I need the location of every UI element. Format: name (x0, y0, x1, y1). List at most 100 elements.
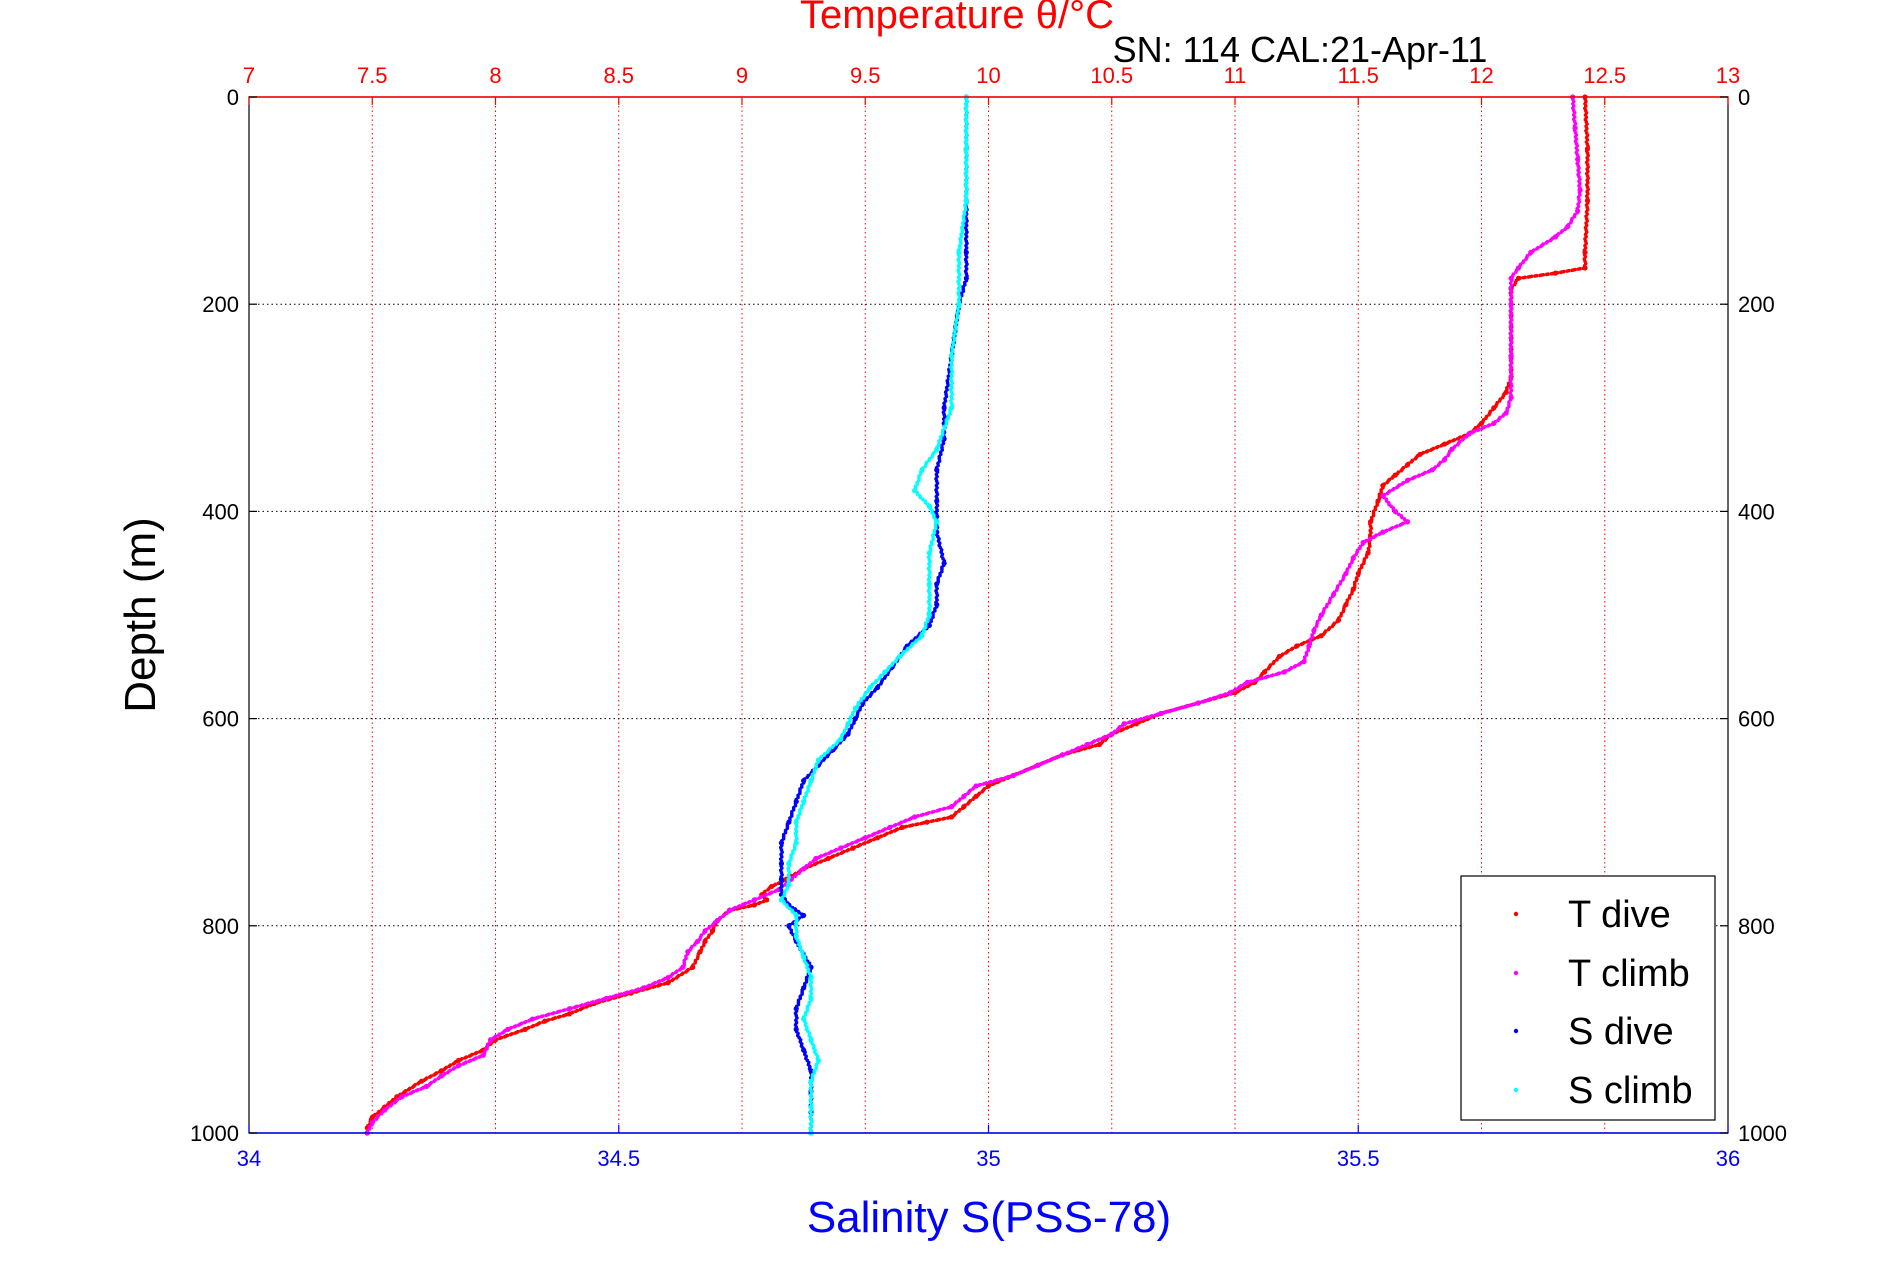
trace-dot-t-climb (1327, 600, 1332, 605)
trace-dot-t-climb (992, 779, 997, 783)
trace-dot-t-climb (594, 999, 599, 1004)
trace-dot-t-dive (463, 1056, 467, 1060)
series-t-climb (364, 94, 1583, 1136)
trace-dot-t-climb (1232, 688, 1237, 693)
trace-dot-t-dive (502, 1035, 507, 1039)
trace-dot-t-climb (1559, 230, 1563, 235)
trace-dot-t-dive (574, 1009, 578, 1014)
legend-marker-t-climb (1513, 970, 1519, 976)
trace-dot-t-dive (1439, 443, 1443, 448)
trace-dot-t-climb (1404, 479, 1409, 484)
trace-dot-s-climb (917, 637, 922, 641)
y-axis-title: Depth (m) (116, 517, 165, 713)
trace-dot-t-climb (1216, 695, 1220, 699)
trace-dot-t-climb (1441, 459, 1445, 463)
trace-dot-t-climb (589, 1000, 594, 1005)
trace-dot-t-dive (1103, 738, 1108, 742)
trace-dot-s-climb (825, 750, 830, 754)
trace-dot-t-dive (689, 966, 693, 971)
trace-dot-s-dive (791, 921, 795, 926)
trace-dot-t-dive (401, 1091, 406, 1095)
trace-dot-s-dive (872, 689, 877, 693)
trace-dot-t-dive (1335, 619, 1339, 624)
trace-dot-t-dive (971, 797, 975, 802)
trace-dot-t-climb (1015, 772, 1020, 776)
trace-dot-t-climb (1052, 756, 1057, 761)
trace-dot-t-climb (561, 1008, 566, 1013)
trace-dot-t-climb (656, 980, 660, 984)
trace-dot-t-climb (1460, 438, 1465, 442)
trace-dot-t-climb (544, 1013, 549, 1018)
trace-dot-t-climb (1100, 736, 1104, 741)
trace-dot-t-climb (1410, 476, 1415, 481)
trace-dot-t-climb (740, 903, 745, 907)
left-tick-label: 1000 (190, 1121, 239, 1146)
trace-dot-t-climb (622, 991, 627, 996)
trace-dot-t-climb (919, 813, 924, 817)
right-tick-label: 0 (1738, 85, 1750, 110)
trace-dot-t-dive (1576, 267, 1581, 271)
top-tick-label: 11 (1224, 63, 1247, 88)
trace-dot-t-climb (998, 777, 1003, 782)
trace-dot-t-dive (919, 821, 923, 826)
trace-dot-t-climb (1404, 520, 1408, 525)
trace-dot-t-climb (971, 787, 975, 791)
trace-dot-t-climb (746, 900, 751, 905)
trace-dot-t-climb (957, 798, 961, 803)
trace-dot-t-dive (416, 1081, 420, 1086)
trace-dot-s-climb (877, 677, 881, 681)
trace-dot-t-climb (886, 826, 890, 831)
trace-dot-s-climb (913, 640, 918, 644)
trace-dot-t-dive (684, 970, 688, 974)
trace-dot-t-dive (556, 1015, 561, 1019)
trace-dot-t-dive (1558, 270, 1563, 275)
trace-dot-t-climb (1387, 527, 1392, 532)
trace-dot-t-climb (646, 984, 650, 989)
trace-dot-t-dive (966, 801, 970, 806)
trace-dot-t-dive (1305, 639, 1310, 644)
trace-dot-t-climb (827, 851, 831, 856)
trace-dot-t-dive (406, 1087, 411, 1092)
trace-dot-t-dive (473, 1051, 478, 1056)
trace-dot-t-climb (1464, 435, 1469, 439)
grid-layer (249, 97, 1728, 1133)
bottom-axis-title: Salinity S(PSS-78) (807, 1193, 1171, 1242)
trace-dot-t-climb (1490, 422, 1495, 427)
trace-dot-t-dive (761, 899, 766, 904)
trace-dot-t-climb (1371, 535, 1376, 540)
top-tick-label: 10 (976, 63, 1000, 88)
trace-dot-s-climb (834, 742, 838, 746)
trace-dot-t-climb (876, 830, 880, 835)
trace-dot-t-dive (1413, 457, 1418, 461)
trace-dot-t-dive (656, 984, 660, 988)
trace-dot-t-climb (516, 1023, 521, 1027)
trace-dot-t-dive (679, 972, 684, 977)
trace-dot-t-dive (1399, 468, 1404, 473)
trace-dot-t-dive (513, 1031, 518, 1035)
bottom-tick-label: 35.5 (1337, 1146, 1380, 1171)
trace-dot-t-climb (1205, 698, 1210, 703)
trace-dot-t-climb (1426, 469, 1431, 474)
trace-dot-t-dive (1451, 438, 1455, 443)
right-tick-label: 600 (1738, 707, 1775, 732)
bottom-tick-label: 36 (1716, 1146, 1740, 1171)
trace-dot-t-climb (1069, 749, 1073, 754)
trace-dot-t-climb (797, 871, 801, 876)
trace-dot-t-climb (628, 989, 633, 994)
trace-dot-s-dive (805, 775, 810, 780)
trace-dot-t-climb (1436, 463, 1440, 468)
trace-dot-t-climb (1548, 238, 1553, 243)
trace-dot-t-dive (432, 1073, 436, 1077)
trace-dot-t-climb (1455, 442, 1460, 447)
trace-dot-t-climb (736, 905, 741, 909)
top-tick-label: 9.5 (850, 63, 881, 88)
trace-dot-t-dive (1293, 645, 1298, 650)
trace-dot-t-dive (766, 887, 770, 892)
trace-dot-t-dive (914, 822, 918, 827)
trace-dot-t-dive (709, 931, 714, 935)
trace-dot-t-climb (1341, 577, 1345, 582)
right-tick-label: 1000 (1738, 1121, 1787, 1146)
trace-dot-t-climb (673, 970, 678, 975)
top-tick-label: 13 (1716, 63, 1740, 88)
legend-entry-t-dive: T dive (1513, 894, 1671, 936)
